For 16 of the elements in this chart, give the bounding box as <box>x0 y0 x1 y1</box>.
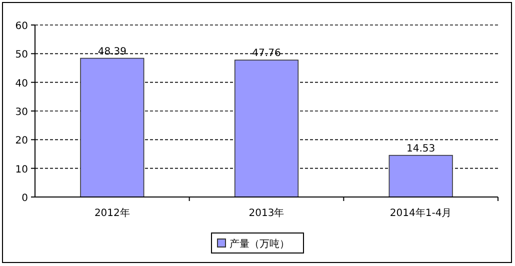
y-tick-label: 20 <box>15 136 28 147</box>
bar <box>80 58 144 198</box>
y-tick-label: 0 <box>22 193 28 204</box>
data-label: 48.39 <box>98 46 126 58</box>
x-tick-label: 2012年 <box>94 207 130 219</box>
data-label: 14.53 <box>406 143 436 154</box>
bar <box>234 60 299 198</box>
y-tick-label: 60 <box>15 21 28 32</box>
y-tick-label: 30 <box>15 107 28 118</box>
y-tick-label: 40 <box>15 78 28 90</box>
y-tick-label: 50 <box>15 50 28 61</box>
x-tick-label: 2014年1-4月 <box>390 207 452 219</box>
y-tick-label: 10 <box>15 164 28 176</box>
legend-label: 产量（万吨） <box>230 238 290 250</box>
bar <box>388 154 453 198</box>
x-tick-label: 2013年 <box>248 207 284 219</box>
